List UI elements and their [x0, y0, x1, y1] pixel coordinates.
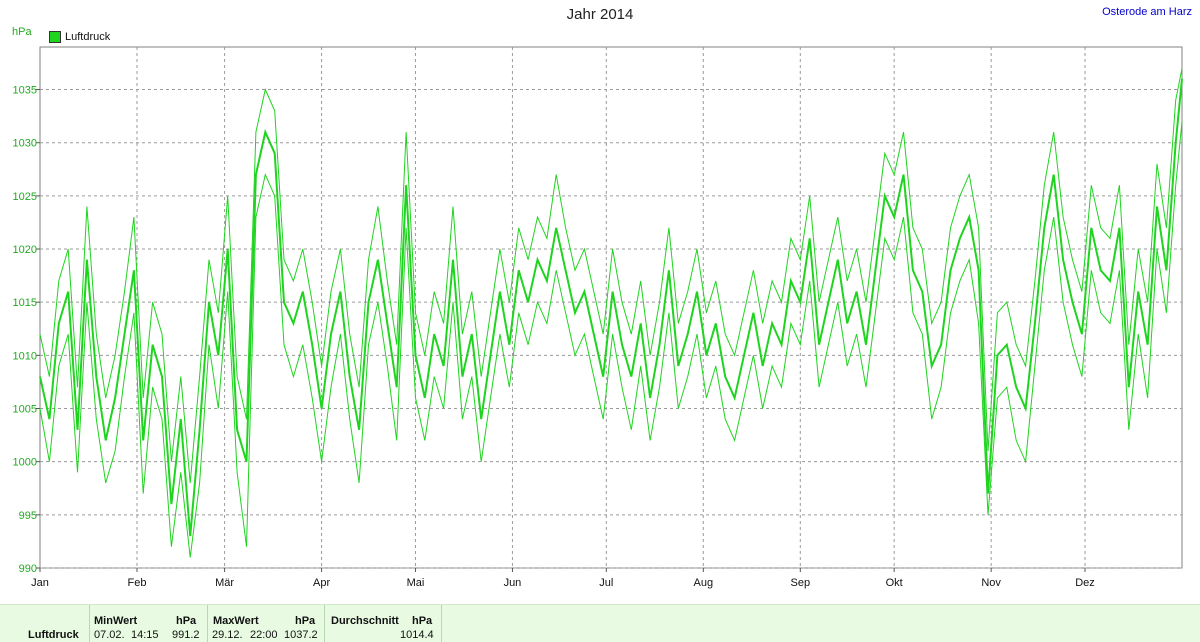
y-tick-label: 1035 [13, 85, 37, 97]
chart-title: Jahr 2014 [566, 6, 634, 23]
y-tick-label: 1030 [13, 138, 37, 150]
x-tick-label: Feb [128, 577, 147, 589]
legend: Luftdruck [49, 31, 110, 43]
min-date: 07.02. [94, 629, 125, 641]
max-date: 29.12. [212, 629, 243, 641]
x-tick-label: Sep [791, 577, 811, 589]
series-mean-line [39, 78, 1183, 537]
x-tick-label: Jun [504, 577, 522, 589]
y-tick-label: 1015 [13, 297, 37, 309]
y-tick-label: 990 [19, 563, 37, 575]
avg-header: Durchschnitt [331, 615, 399, 627]
y-tick-label: 1005 [13, 404, 37, 416]
avg-value: 1014.4 [400, 629, 434, 641]
y-tick-label: 995 [19, 510, 37, 522]
x-tick-label: Mär [215, 577, 234, 589]
series-min-line [39, 121, 1183, 558]
y-tick-label: 1025 [13, 191, 37, 203]
min-header: MinWert [94, 615, 138, 627]
max-header: MaxWert [213, 615, 259, 627]
stats-divider [89, 605, 90, 642]
y-tick-label: 1020 [13, 244, 37, 256]
legend-label: Luftdruck [65, 31, 111, 43]
y-axis: 990 995 1000 1005 1010 1015 1020 1025 1030 1035 [13, 85, 40, 575]
y-unit-label: hPa [12, 26, 32, 38]
stats-divider [441, 605, 442, 642]
y-tick-label: 1000 [13, 457, 37, 469]
legend-swatch [49, 31, 61, 43]
min-value: 991.2 [172, 629, 200, 641]
series-group [39, 68, 1183, 558]
series-max-line [39, 68, 1183, 483]
chart-canvas: 990 995 1000 1005 1010 1015 1020 1025 1030 1035 J… [13, 46, 1183, 589]
x-axis: Jan Feb Mär Apr Mai Jun Jul Aug Sep Okt Nov Dez [31, 568, 1095, 589]
avg-unit-header: hPa [412, 615, 433, 627]
x-tick-label: Jul [599, 577, 613, 589]
x-tick-label: Nov [981, 577, 1001, 589]
max-unit-header: hPa [295, 615, 316, 627]
max-value: 1037.2 [284, 629, 318, 641]
stats-panel: Luftdruck MinWert hPa 07.02. 14:15 991.2… [0, 604, 1200, 642]
stats-row-label: Luftdruck [28, 629, 79, 641]
x-tick-label: Mai [407, 577, 425, 589]
x-tick-label: Jan [31, 577, 49, 589]
location-label: Osterode am Harz [1102, 6, 1192, 18]
stats-divider [324, 605, 325, 642]
stats-divider [207, 605, 208, 642]
x-tick-label: Apr [313, 577, 330, 589]
max-time: 22:00 [250, 629, 278, 641]
min-unit-header: hPa [176, 615, 197, 627]
x-tick-label: Okt [886, 577, 903, 589]
x-tick-label: Aug [694, 577, 714, 589]
min-time: 14:15 [131, 629, 159, 641]
y-tick-label: 1010 [13, 350, 37, 362]
x-tick-label: Dez [1075, 577, 1095, 589]
